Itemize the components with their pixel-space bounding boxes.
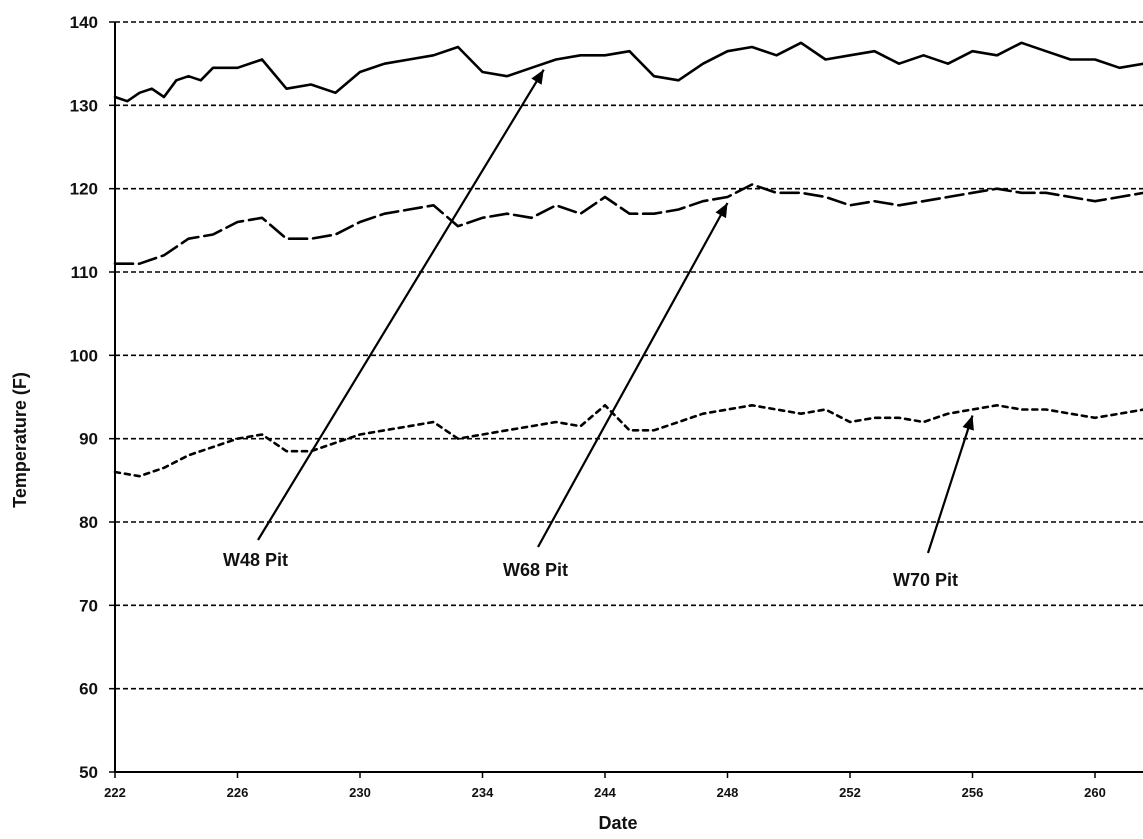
y-tick-label: 90 xyxy=(79,430,98,449)
y-tick-label: 100 xyxy=(70,346,98,365)
annotation-arrow-line xyxy=(926,415,974,554)
x-tick-label: 244 xyxy=(594,785,616,800)
annotation-arrow-head xyxy=(715,203,728,219)
y-tick-label: 140 xyxy=(70,13,98,32)
x-tick-label: 234 xyxy=(472,785,494,800)
y-tick-label: 120 xyxy=(70,180,98,199)
series-lines xyxy=(113,41,1143,478)
x-tick-label: 248 xyxy=(717,785,739,800)
x-axis-title: Date xyxy=(598,813,637,833)
annotation-arrow-head xyxy=(962,415,974,431)
y-tick-label: 80 xyxy=(79,513,98,532)
x-tick-label: 252 xyxy=(839,785,861,800)
annotation-label-w70: W70 Pit xyxy=(893,570,958,590)
series-line-w48-pit xyxy=(113,41,1143,103)
annotation-arrow-line xyxy=(257,69,545,541)
x-tick-label: 226 xyxy=(227,785,249,800)
x-tick-label: 222 xyxy=(104,785,126,800)
y-tick-label: 70 xyxy=(79,596,98,615)
annotation-arrow-line xyxy=(537,202,729,548)
y-tick-label: 110 xyxy=(71,263,98,282)
x-axis-ticks: 222 226 230 234 244 248 252 256 260 xyxy=(104,772,1106,800)
x-tick-label: 256 xyxy=(962,785,984,800)
series-line-w68-pit xyxy=(113,183,1143,265)
gridlines xyxy=(115,21,1143,690)
annotation-label-w48: W48 Pit xyxy=(223,550,288,570)
x-tick-label: 230 xyxy=(349,785,371,800)
y-tick-label: 50 xyxy=(79,763,98,782)
x-tick-label: 260 xyxy=(1084,785,1106,800)
y-axis-ticks: 50 60 70 80 90 100 110 120 130 140 xyxy=(70,13,115,782)
annotation-arrow-head xyxy=(531,69,544,85)
y-axis-title: Temperature (F) xyxy=(10,372,30,508)
series-line-w70-pit xyxy=(113,404,1143,478)
y-tick-label: 130 xyxy=(70,96,98,115)
y-tick-label: 60 xyxy=(79,680,98,699)
annotation-label-w68: W68 Pit xyxy=(503,560,568,580)
annotation-arrows xyxy=(257,69,974,554)
